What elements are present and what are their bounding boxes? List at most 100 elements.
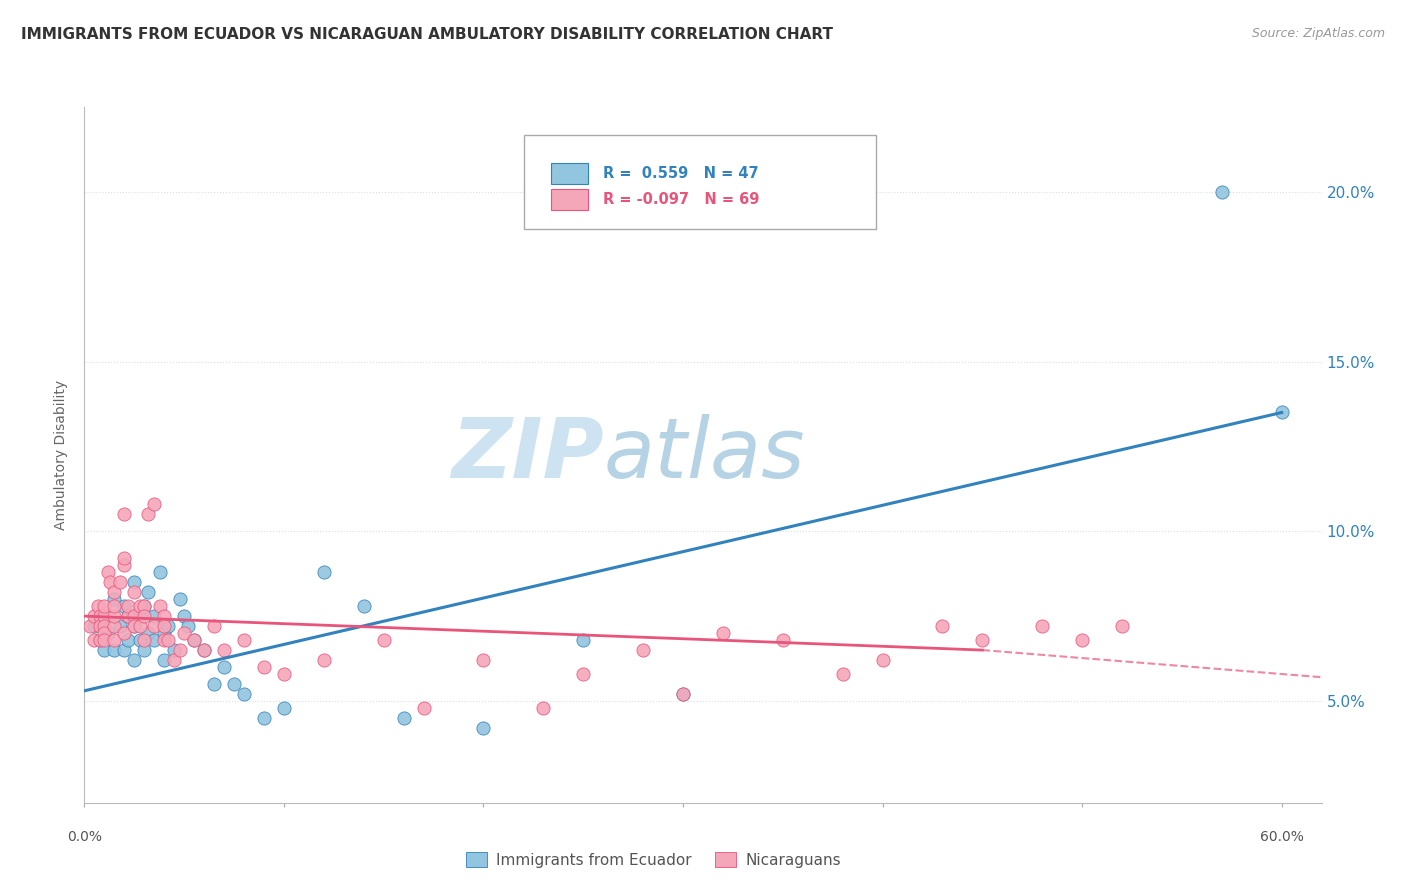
Point	[1271, 405, 1294, 419]
Point	[129, 619, 152, 633]
Point	[872, 653, 894, 667]
Point	[972, 632, 994, 647]
Point	[153, 609, 176, 624]
Point	[98, 575, 121, 590]
Point	[129, 609, 152, 624]
Point	[153, 619, 176, 633]
Text: R = -0.097   N = 69: R = -0.097 N = 69	[603, 192, 759, 207]
Point	[772, 632, 794, 647]
Point	[183, 632, 205, 647]
Point	[312, 653, 335, 667]
Point	[143, 609, 166, 624]
Text: ZIP: ZIP	[451, 415, 605, 495]
Point	[87, 599, 110, 613]
Point	[222, 677, 245, 691]
Text: R =  0.559   N = 47: R = 0.559 N = 47	[603, 166, 758, 181]
Point	[572, 666, 595, 681]
Point	[83, 632, 105, 647]
Point	[202, 619, 225, 633]
Point	[233, 687, 256, 701]
Point	[931, 619, 953, 633]
Point	[1031, 619, 1053, 633]
Point	[134, 599, 156, 613]
Point	[193, 643, 215, 657]
Point	[136, 585, 159, 599]
Point	[112, 643, 135, 657]
Point	[1111, 619, 1133, 633]
Point	[112, 551, 135, 566]
Point	[117, 632, 139, 647]
Point	[1211, 185, 1233, 199]
Point	[134, 632, 156, 647]
Point	[572, 632, 595, 647]
Point	[312, 565, 335, 579]
Point	[531, 700, 554, 714]
Point	[143, 619, 166, 633]
Point	[79, 619, 101, 633]
Point	[89, 632, 111, 647]
Point	[103, 592, 125, 607]
Point	[134, 643, 156, 657]
Point	[110, 575, 132, 590]
Point	[163, 643, 186, 657]
Point	[129, 632, 152, 647]
Point	[183, 632, 205, 647]
Point	[122, 585, 145, 599]
Point	[103, 632, 125, 647]
Text: IMMIGRANTS FROM ECUADOR VS NICARAGUAN AMBULATORY DISABILITY CORRELATION CHART: IMMIGRANTS FROM ECUADOR VS NICARAGUAN AM…	[21, 27, 834, 42]
Point	[89, 619, 111, 633]
Point	[83, 619, 105, 633]
Point	[202, 677, 225, 691]
Point	[173, 626, 195, 640]
Point	[129, 599, 152, 613]
Y-axis label: Ambulatory Disability: Ambulatory Disability	[55, 380, 69, 530]
Point	[273, 700, 295, 714]
Point	[153, 653, 176, 667]
Point	[93, 632, 115, 647]
Point	[103, 643, 125, 657]
Point	[412, 700, 434, 714]
Point	[831, 666, 853, 681]
Point	[122, 609, 145, 624]
Point	[93, 609, 115, 624]
Point	[93, 599, 115, 613]
Point	[169, 643, 191, 657]
Point	[136, 626, 159, 640]
Text: 0.0%: 0.0%	[67, 830, 101, 844]
Text: 60.0%: 60.0%	[1260, 830, 1303, 844]
Point	[93, 609, 115, 624]
Point	[112, 558, 135, 573]
Point	[134, 609, 156, 624]
Point	[163, 653, 186, 667]
Point	[353, 599, 375, 613]
Point	[1071, 632, 1094, 647]
Point	[373, 632, 395, 647]
Point	[153, 632, 176, 647]
Point	[112, 626, 135, 640]
Point	[122, 575, 145, 590]
Point	[143, 497, 166, 511]
Point	[253, 660, 276, 674]
Point	[103, 609, 125, 624]
Point	[173, 609, 195, 624]
Point	[392, 711, 415, 725]
Point	[157, 619, 180, 633]
Point	[117, 609, 139, 624]
Point	[103, 619, 125, 633]
Point	[89, 632, 111, 647]
Point	[233, 632, 256, 647]
Text: Source: ZipAtlas.com: Source: ZipAtlas.com	[1251, 27, 1385, 40]
Point	[711, 626, 734, 640]
Point	[97, 626, 120, 640]
Point	[112, 508, 135, 522]
Point	[153, 626, 176, 640]
Text: atlas: atlas	[605, 415, 806, 495]
Point	[103, 599, 125, 613]
Point	[103, 585, 125, 599]
Point	[97, 565, 120, 579]
FancyBboxPatch shape	[551, 163, 588, 185]
Point	[110, 619, 132, 633]
Point	[149, 565, 172, 579]
Point	[212, 660, 235, 674]
Point	[136, 508, 159, 522]
